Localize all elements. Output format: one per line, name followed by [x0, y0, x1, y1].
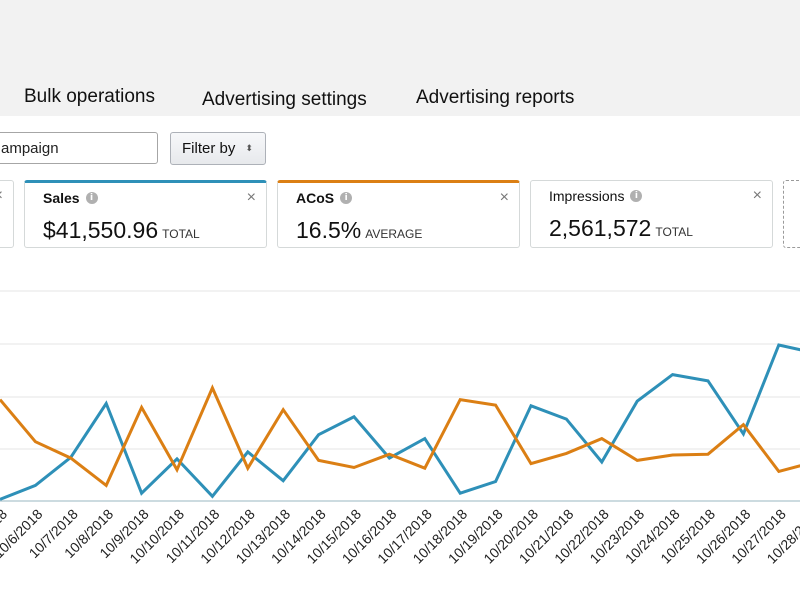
tab-bulk-operations[interactable]: Bulk operations — [24, 86, 155, 107]
close-icon[interactable]: × — [499, 189, 509, 206]
metric-label-sales: Sales — [43, 190, 80, 206]
info-icon[interactable]: i — [85, 192, 98, 204]
metric-title: Sales i — [43, 190, 98, 206]
metric-title: ACoS i — [296, 190, 353, 206]
close-icon[interactable]: × — [0, 188, 3, 204]
metric-label-acos: ACoS — [296, 190, 335, 206]
metric-card-acos[interactable]: ACoS i × 16.5% AVERAGE — [277, 180, 520, 248]
metric-title: Impressions i — [549, 188, 643, 204]
info-icon[interactable]: i — [340, 192, 353, 204]
metric-amount: 2,561,572 — [549, 215, 652, 241]
close-icon[interactable]: × — [246, 189, 256, 206]
filter-by-button[interactable]: Filter by ⬍ — [170, 132, 266, 165]
metric-suffix: TOTAL — [162, 227, 200, 241]
metric-suffix: TOTAL — [655, 225, 693, 239]
sort-caret-icon: ⬍ — [245, 143, 253, 153]
metric-card-impressions[interactable]: Impressions i × 2,561,572 TOTAL — [530, 180, 773, 248]
campaign-search-input[interactable] — [0, 132, 158, 164]
series-line-acos[interactable] — [0, 384, 800, 488]
metric-card-partial-left[interactable]: × — [0, 180, 14, 248]
tab-advertising-settings[interactable]: Advertising settings — [202, 89, 367, 110]
metric-value-sales: $41,550.96 TOTAL — [43, 217, 200, 244]
performance-chart: 10/5/2018 10/6/2018 10/7/2018 10/8/2018 10/9… — [0, 265, 800, 600]
close-icon[interactable]: × — [752, 187, 762, 204]
info-icon[interactable]: i — [630, 190, 643, 202]
tab-advertising-reports[interactable]: Advertising reports — [416, 87, 575, 108]
add-metric-card[interactable] — [783, 180, 800, 248]
metric-suffix: AVERAGE — [365, 227, 423, 241]
metric-amount: $41,550.96 — [43, 217, 159, 243]
metric-card-sales[interactable]: Sales i × $41,550.96 TOTAL — [24, 180, 267, 248]
metric-value-acos: 16.5% AVERAGE — [296, 217, 422, 244]
metric-amount: 16.5% — [296, 217, 362, 243]
metric-label-impressions: Impressions — [549, 188, 625, 204]
filter-by-label: Filter by — [182, 140, 236, 157]
metric-value-impressions: 2,561,572 TOTAL — [549, 215, 693, 242]
line-chart: 10/5/201810/6/201810/7/201810/8/201810/9… — [0, 290, 800, 567]
series-line-sales[interactable] — [0, 343, 800, 501]
header-band — [0, 0, 800, 116]
